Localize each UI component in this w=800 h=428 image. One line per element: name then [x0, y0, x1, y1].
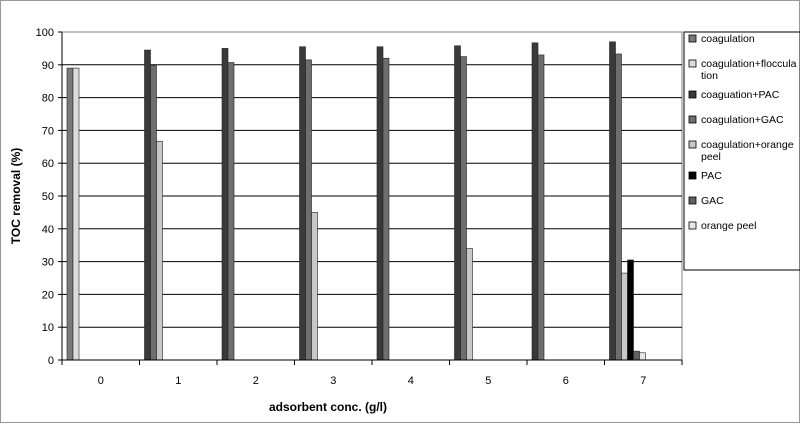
bar [454, 45, 461, 361]
y-tick-label: 40 [42, 224, 54, 236]
legend-swatch [688, 196, 697, 205]
bars [66, 41, 646, 361]
bar [609, 41, 616, 361]
bar [156, 140, 163, 361]
y-tick-label: 30 [42, 257, 54, 269]
y-tick-label: 60 [42, 158, 54, 170]
legend-swatch [688, 115, 697, 124]
bar [537, 54, 545, 361]
x-axis-label: adsorbent conc. (g/l) [269, 400, 387, 414]
x-tick-label: 7 [640, 375, 646, 387]
legend-swatch [688, 90, 697, 99]
bar [376, 46, 384, 361]
legend-label: tion [701, 70, 718, 82]
bar [221, 48, 229, 361]
bar [639, 352, 646, 361]
bar [227, 62, 235, 361]
y-tick-label: 50 [42, 191, 54, 203]
legend-box [683, 31, 800, 271]
y-tick-label: 80 [42, 93, 54, 105]
x-tick-label: 4 [408, 375, 414, 387]
bar [466, 248, 473, 361]
legend-label: coagulation+orange [701, 139, 794, 151]
legend-label: peel [701, 151, 721, 163]
x-tick-label: 1 [175, 375, 181, 387]
legend-label: coagulation [701, 33, 755, 45]
y-axis-label: TOC removal (%) [9, 148, 23, 244]
x-tick-label: 2 [253, 375, 259, 387]
bar [66, 67, 74, 361]
y-tick-label: 70 [42, 125, 54, 137]
legend-label: GAC [701, 195, 724, 207]
bar [72, 67, 80, 361]
legend-swatch [688, 221, 697, 230]
legend-swatch [688, 171, 697, 180]
bar [531, 42, 539, 361]
bar [305, 59, 312, 361]
y-tick-label: 0 [48, 355, 54, 367]
y-tick-label: 10 [42, 322, 54, 334]
legend-label: coagulation+floccula [701, 58, 797, 70]
bar [627, 259, 634, 361]
bar [144, 49, 151, 361]
legend-label: coaguation+PAC [701, 89, 780, 101]
bar [299, 46, 306, 361]
x-tick-label: 6 [563, 375, 569, 387]
legend-swatch [688, 59, 697, 68]
x-tick-label: 0 [98, 375, 104, 387]
legend-label: coagulation+GAC [701, 114, 784, 126]
bar [311, 212, 318, 361]
legend-swatch [688, 140, 697, 149]
bar [615, 53, 622, 361]
x-tick-label: 5 [485, 375, 491, 387]
bar [150, 65, 157, 361]
legend-swatch [688, 34, 697, 43]
bar [621, 272, 628, 361]
legend-label: orange peel [701, 220, 756, 232]
y-tick-label: 100 [36, 27, 54, 39]
y-tick-label: 20 [42, 289, 54, 301]
axes: 0 10 20 30 40 50 60 70 80 90 100 0 1 2 3 4 5 6 7 [36, 27, 683, 387]
gridlines [62, 64, 682, 328]
bar [633, 350, 640, 361]
y-tick-label: 90 [42, 60, 54, 72]
legend-label: PAC [701, 170, 722, 182]
bar [460, 56, 467, 361]
bar [382, 57, 390, 361]
x-tick-label: 3 [330, 375, 336, 387]
